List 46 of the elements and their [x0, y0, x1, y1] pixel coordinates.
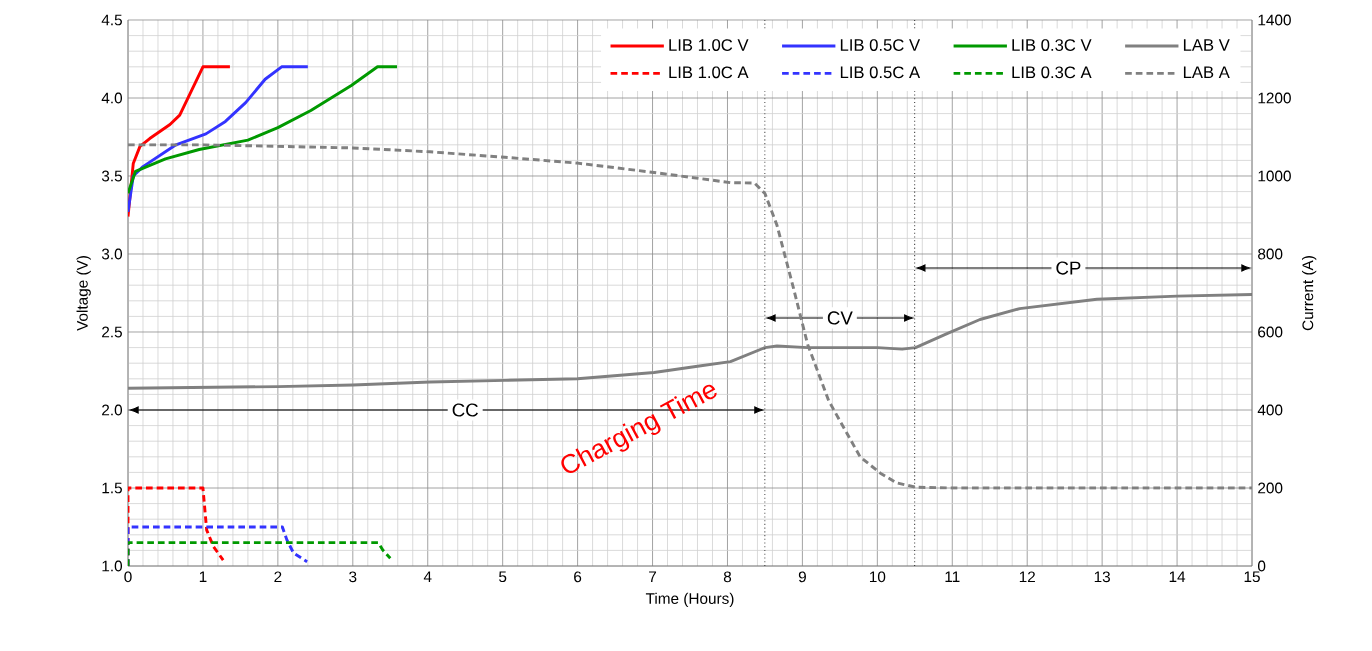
x-axis-title: Time (Hours) [645, 592, 734, 608]
x-tick-label: 13 [1094, 571, 1110, 583]
y-tick-label: 4.5 [101, 14, 122, 26]
y-tick-label: 3.5 [101, 170, 122, 182]
x-tick-label: 1 [199, 571, 207, 582]
y2-tick-label: 1200 [1258, 92, 1291, 104]
x-tick-label: 11 [945, 571, 960, 582]
x-tick-label: 0 [124, 571, 132, 583]
y2-tick-label: 1400 [1258, 14, 1291, 26]
legend-label: LIB 1.0C V [669, 39, 749, 51]
y-tick-label: 1.0 [102, 560, 123, 572]
x-tick-label: 8 [723, 571, 732, 583]
x-tick-label: 5 [499, 571, 507, 583]
x-tick-label: 3 [349, 571, 357, 583]
x-tick-label: 10 [869, 571, 886, 583]
y-tick-label: 1.5 [102, 482, 122, 494]
y2-axis-title: Current (A) [1301, 256, 1317, 331]
x-tick-label: 4 [423, 571, 432, 582]
x-tick-label: 14 [1169, 571, 1186, 582]
legend-label: LAB A [1183, 66, 1230, 78]
legend-label: LIB 0.3C V [1012, 39, 1092, 51]
x-tick-label: 2 [274, 571, 282, 583]
legend-label: LIB 1.0C A [669, 66, 749, 79]
x-tick-label: 12 [1019, 571, 1035, 583]
x-tick-label: 7 [649, 571, 657, 582]
y2-tick-label: 600 [1258, 326, 1283, 338]
legend-label: LIB 0.3C A [1012, 66, 1092, 79]
y2-tick-label: 400 [1257, 404, 1283, 416]
y-tick-label: 4.0 [101, 92, 123, 104]
annotation: CP [1056, 261, 1081, 275]
y2-tick-label: 800 [1258, 248, 1283, 260]
x-tick-label: 15 [1244, 571, 1260, 583]
annotation: CV [827, 311, 853, 325]
y2-tick-label: 0 [1257, 560, 1266, 572]
y2-tick-label: 1000 [1258, 170, 1291, 182]
y-tick-label: 2.0 [102, 404, 123, 416]
legend-label: LIB 0.5C A [840, 66, 921, 79]
y-tick-label: 3.0 [101, 248, 123, 260]
x-tick-label: 9 [798, 571, 806, 583]
x-tick-label: 6 [574, 571, 582, 583]
legend-label: LIB 0.5C V [840, 39, 921, 51]
annotation: CC [452, 403, 478, 417]
y-axis-title: Voltage (V) [76, 256, 91, 331]
y2-tick-label: 200 [1258, 482, 1283, 494]
legend-label: LAB V [1183, 39, 1230, 51]
y-tick-label: 2.5 [102, 326, 122, 338]
